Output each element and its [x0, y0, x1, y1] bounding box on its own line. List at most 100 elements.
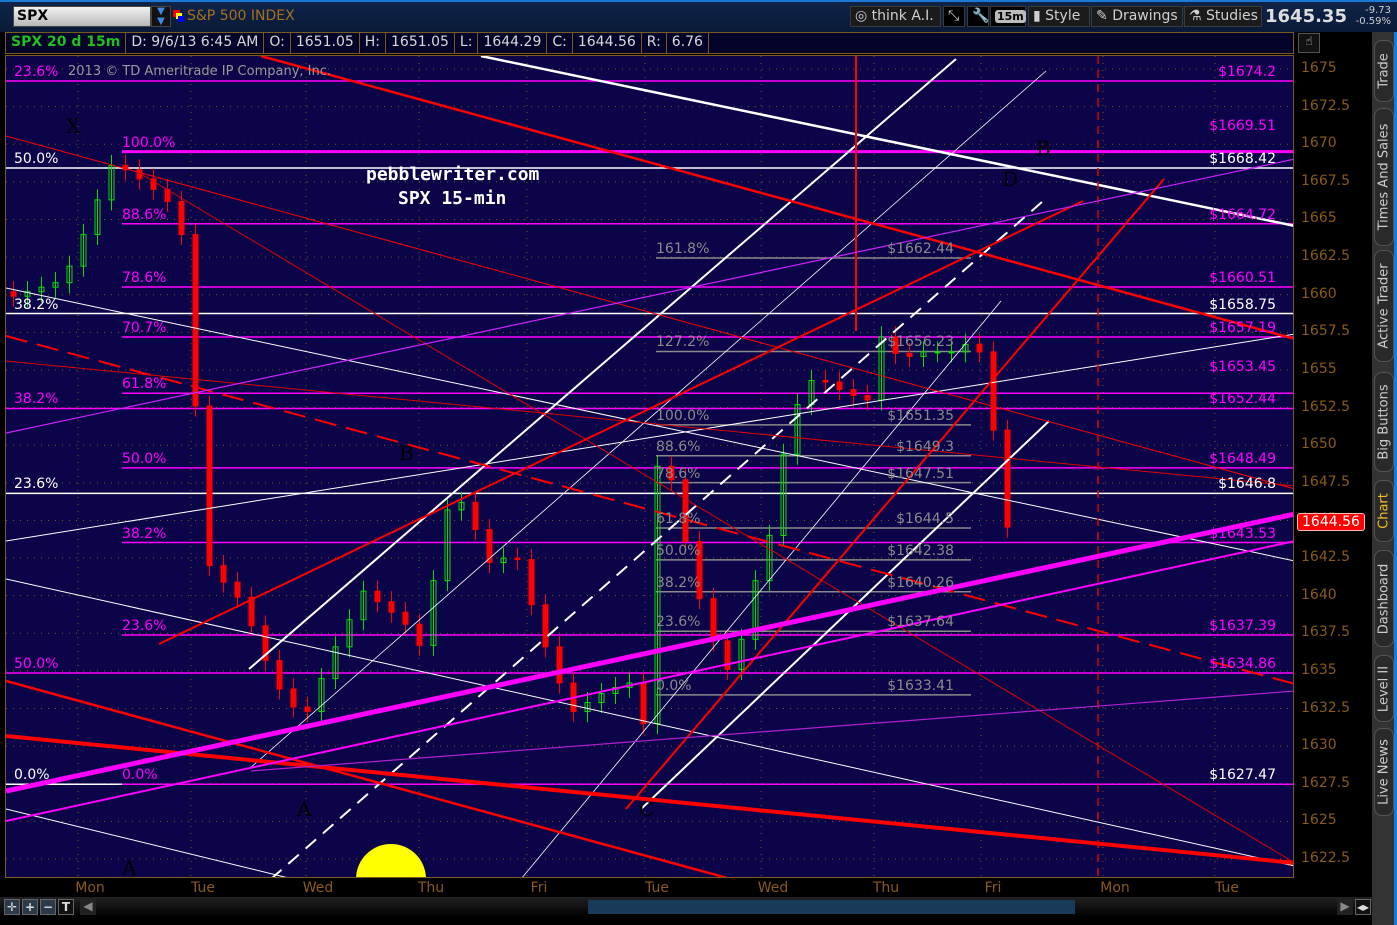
y-tick-label: 1625	[1301, 812, 1337, 829]
wave-label-d: D	[1002, 167, 1019, 191]
candle-body	[612, 686, 619, 694]
high-label: H:	[360, 33, 387, 53]
sidebar-tab-dashboard[interactable]: Dashboard	[1374, 550, 1394, 647]
trend-line	[6, 333, 1293, 542]
settings-wrench-button[interactable]: 🔧	[967, 6, 989, 27]
scroll-left-icon[interactable]: ◀	[80, 899, 96, 915]
candle-body	[234, 581, 241, 598]
trend-lines	[6, 56, 1293, 877]
zoom-out-icon[interactable]: −	[40, 899, 56, 915]
candle-body	[906, 352, 913, 357]
trend-line	[250, 690, 1293, 772]
fib-price-label: $1658.75	[1209, 296, 1276, 313]
sidebar-tab-trade[interactable]: Trade	[1374, 40, 1394, 102]
tab-label: Times And Sales	[1376, 123, 1392, 231]
candle-body	[1004, 429, 1011, 528]
fib-percent-label: 38.2%	[122, 525, 167, 542]
grid	[6, 56, 1293, 877]
fib-price-label: $1651.35	[887, 407, 954, 424]
drawing-cursor-icon[interactable]: ☝	[1298, 33, 1320, 53]
sidebar-tab-active-trader[interactable]: Active Trader	[1374, 250, 1394, 362]
x-tick-label: Fri	[530, 880, 548, 896]
candle-body	[682, 479, 689, 543]
fib-percent-label: 88.6%	[122, 206, 167, 223]
y-tick-label: 1650	[1301, 436, 1337, 453]
sidebar-tab-level-ii[interactable]: Level II	[1374, 655, 1394, 722]
x-tick-label: Tue	[645, 880, 669, 896]
fib-percent-label: 50.0%	[656, 542, 701, 559]
candle-body	[584, 702, 591, 713]
bar-date: D: 9/6/13 6:45 AM	[126, 33, 265, 53]
candle-body	[444, 509, 451, 582]
candles	[10, 154, 1011, 735]
candle-body	[402, 611, 409, 625]
channel-line	[248, 70, 1047, 770]
style-button[interactable]: ▮ Style	[1028, 6, 1090, 27]
y-tick-label: 1635	[1301, 661, 1337, 678]
candle-body	[766, 534, 773, 582]
fib-price-label: $1668.42	[1209, 151, 1276, 168]
y-tick-label: 1630	[1301, 737, 1337, 754]
change-value: -9.73	[1365, 5, 1391, 16]
y-tick-label: 1675	[1301, 60, 1337, 76]
text-tool-icon[interactable]: T	[58, 899, 74, 915]
wave-label-x: X	[66, 114, 81, 138]
studies-button[interactable]: ⚗ Studies	[1184, 6, 1262, 27]
price-chart[interactable]: 50.0% $1668.42 38.2% $1658.75 23.6% $1646.8 0.…	[5, 55, 1294, 878]
link-color-icon[interactable]	[173, 10, 185, 22]
fib-price-label: $1637.39	[1209, 617, 1276, 634]
candle-body	[388, 601, 395, 613]
candle-body	[206, 405, 213, 567]
sidebar-tab-chart[interactable]: Chart	[1374, 480, 1394, 542]
think-ai-button[interactable]: ◎ think A.I.	[850, 6, 941, 27]
wave-label-c: C	[639, 797, 655, 821]
zoom-in-icon[interactable]: +	[22, 899, 38, 915]
low-label: L:	[455, 33, 479, 53]
symbol-dropdown-button[interactable]: ▼ ▼	[151, 6, 171, 27]
sidebar-tab-big-buttons[interactable]: Big Buttons	[1374, 372, 1394, 472]
x-tick-label: Thu	[417, 880, 445, 896]
drawings-button[interactable]: ✎ Drawings	[1091, 6, 1183, 27]
symbol-input[interactable]: SPX	[13, 6, 151, 27]
timeframe-button[interactable]: 15m	[990, 6, 1026, 27]
candle-body	[248, 596, 255, 627]
drawing-tools-button[interactable]: ⤡	[943, 6, 965, 27]
x-tick-label: Wed	[302, 880, 334, 896]
fib-percent-label: 50.0%	[14, 656, 59, 673]
close-value: 1644.56	[573, 33, 642, 53]
wave-label-a-white: A	[122, 856, 137, 878]
sidebar-tab-live-news[interactable]: Live News	[1374, 728, 1394, 816]
crosshair-icon[interactable]: ✛	[4, 899, 20, 915]
candle-body	[150, 178, 157, 190]
fib-price-label: $1643.53	[1209, 525, 1276, 542]
wave-label-b: B	[399, 441, 414, 465]
candle-body	[514, 557, 521, 561]
horizontal-scrollbar[interactable]	[588, 900, 1075, 914]
channel-line	[522, 300, 1002, 877]
candle-body	[640, 682, 647, 725]
price-axis[interactable]: 1675 1672.5 1670 1667.5 1665 1662.5 1660 1657.5…	[1294, 55, 1370, 878]
expand-icon[interactable]: ◂▸	[1355, 899, 1371, 915]
fib-percent-label: 0.0%	[14, 767, 50, 784]
fib-percent-label: 23.6%	[656, 614, 701, 631]
y-tick-label: 1657.5	[1301, 323, 1350, 340]
fib-price-label: $1640.26	[887, 574, 954, 591]
low-value: 1644.29	[478, 33, 548, 53]
fib-price-label: $1662.44	[887, 241, 954, 257]
fib-price-label: $1634.86	[1209, 656, 1276, 673]
fib-price-label: $1647.51	[887, 465, 954, 482]
sidebar-tab-times-and-sales[interactable]: Times And Sales	[1374, 108, 1394, 246]
scroll-right-icon[interactable]: ▶	[1337, 899, 1353, 915]
fib-price-label: $1644.5	[896, 510, 954, 527]
fib-percent-label: 61.8%	[656, 510, 701, 527]
x-tick-label: Wed	[757, 880, 789, 896]
range-label: R:	[642, 33, 667, 53]
trend-line	[158, 200, 1084, 645]
x-tick-label: Fri	[984, 880, 1002, 896]
symbol-description: S&P 500 INDEX	[187, 8, 295, 24]
candle-body	[990, 351, 997, 431]
y-tick-label: 1672.5	[1301, 97, 1350, 114]
fib-percent-label: 161.8%	[656, 241, 710, 257]
candle-body	[556, 646, 563, 684]
candle-body	[430, 580, 437, 646]
